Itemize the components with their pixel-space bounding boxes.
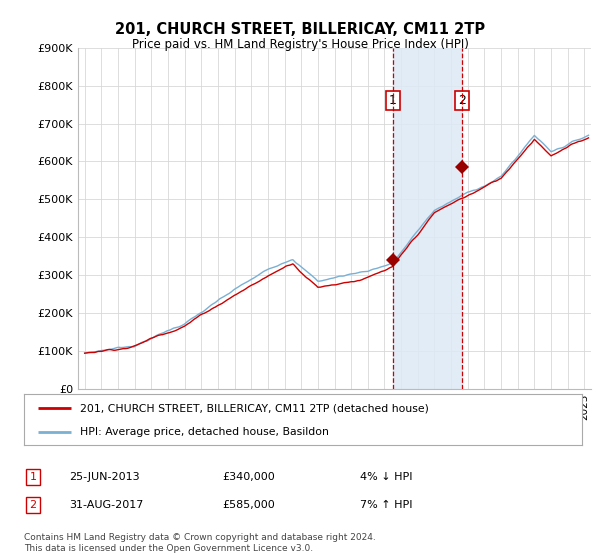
Text: 1: 1 — [389, 94, 397, 107]
Text: HPI: Average price, detached house, Basildon: HPI: Average price, detached house, Basi… — [80, 427, 329, 437]
Text: £585,000: £585,000 — [222, 500, 275, 510]
Text: 25-JUN-2013: 25-JUN-2013 — [69, 472, 140, 482]
Text: 7% ↑ HPI: 7% ↑ HPI — [360, 500, 413, 510]
Text: 4% ↓ HPI: 4% ↓ HPI — [360, 472, 413, 482]
Text: 2: 2 — [458, 94, 466, 107]
Text: 201, CHURCH STREET, BILLERICAY, CM11 2TP: 201, CHURCH STREET, BILLERICAY, CM11 2TP — [115, 22, 485, 38]
Text: Price paid vs. HM Land Registry's House Price Index (HPI): Price paid vs. HM Land Registry's House … — [131, 38, 469, 50]
Bar — [393, 48, 462, 389]
Text: 2: 2 — [29, 500, 37, 510]
Text: 1: 1 — [29, 472, 37, 482]
Text: Contains HM Land Registry data © Crown copyright and database right 2024.
This d: Contains HM Land Registry data © Crown c… — [24, 533, 376, 553]
Text: £340,000: £340,000 — [222, 472, 275, 482]
Text: 201, CHURCH STREET, BILLERICAY, CM11 2TP (detached house): 201, CHURCH STREET, BILLERICAY, CM11 2TP… — [80, 403, 428, 413]
Text: 31-AUG-2017: 31-AUG-2017 — [69, 500, 143, 510]
